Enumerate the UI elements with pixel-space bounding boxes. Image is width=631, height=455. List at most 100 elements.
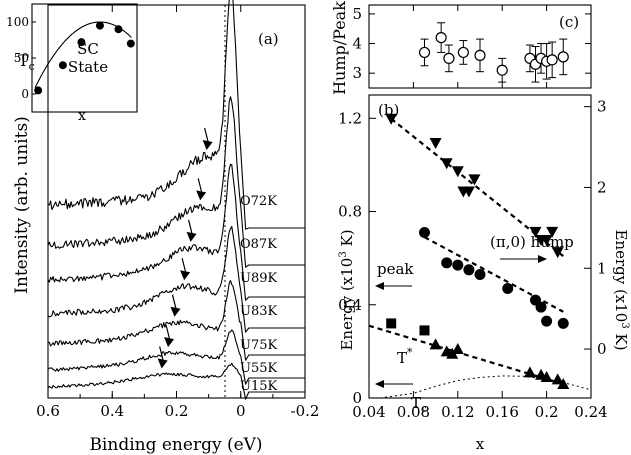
tstar-triangle-point	[557, 378, 570, 390]
peak-point	[474, 268, 486, 280]
tstar-square-point	[419, 325, 430, 336]
panel-c-points	[418, 22, 569, 83]
inset-yticks: 100 50 0	[6, 15, 36, 101]
tstar-triangle-point	[429, 338, 442, 350]
panel-b-ytick-left-label: 1.2	[338, 109, 362, 127]
panel-b-ticks: 0.04 0.08 0.12 0.16 0.2 0.24 0 0.4 0.8 1.2 0 1 2 3	[338, 98, 608, 421]
panel-c-ticks: 5 4 3	[352, 5, 591, 88]
panel-c-ytick-label: 5	[352, 5, 362, 23]
panel-b-xtick-label: 0.24	[574, 403, 607, 421]
inset-label-line1: SC	[77, 40, 99, 58]
inset-point	[95, 21, 104, 30]
spectrum-curve	[47, 225, 305, 333]
hump-arrow	[500, 255, 547, 263]
hump-point	[385, 113, 398, 125]
panel-b-ytick-right-label: 0	[597, 340, 607, 358]
hump-point	[429, 138, 442, 150]
peak-point	[441, 257, 453, 269]
panel-b-ylabel-right: Energy (x103 K)	[612, 229, 630, 350]
hump-peak-point	[457, 46, 469, 59]
panel-b: 0.04 0.08 0.12 0.16 0.2 0.24 0 0.4 0.8 1.2 0 1 2 3 (b…	[338, 94, 630, 453]
hump-peak-point	[418, 46, 431, 59]
panel-b-xlabel: x	[476, 435, 485, 453]
spectrum-curve	[47, 163, 305, 301]
tstar-triangle-point	[540, 371, 553, 383]
panel-b-xtick-label: 0.04	[352, 403, 385, 421]
peak-point	[419, 227, 430, 239]
panel-a-xtick-label: 0.6	[36, 402, 60, 420]
tstar-triangle-point	[451, 343, 464, 355]
panel-a: 0.6 0.4 0.2 0 -0.2 O72K O87K U89K U83K U75K U55K U…	[6, 0, 319, 455]
hump-point	[468, 174, 481, 186]
peak-point	[535, 301, 547, 313]
tc-annotation: Tc	[411, 394, 427, 415]
hump-peak-point	[496, 64, 508, 76]
hump-peak-point	[546, 54, 558, 66]
tstar-annotation: T*	[397, 346, 413, 367]
panel-a-spectra	[47, 0, 305, 400]
panel-a-xtick-label: -0.2	[291, 402, 320, 420]
hump-arrowhead	[186, 231, 197, 242]
inset-point	[77, 38, 86, 47]
spectrum-label: U15K	[240, 379, 277, 394]
hump-point	[529, 226, 542, 238]
panel-b-points	[385, 113, 570, 390]
spectrum-curve	[47, 0, 305, 230]
peak-annotation: peak	[377, 260, 414, 278]
spectrum-label: U75K	[240, 338, 277, 353]
inset-xlabel: x	[78, 108, 86, 124]
hump-point	[462, 186, 475, 198]
hump-arrowhead	[180, 270, 191, 281]
panel-a-xtick-label: 0.2	[165, 402, 189, 420]
inset-ytick-label: 100	[6, 15, 29, 29]
tstar-square-point	[386, 318, 397, 329]
inset-ytick-label: 0	[21, 87, 29, 101]
hump-peak-point	[443, 52, 455, 64]
peak-point	[557, 317, 569, 329]
spectrum-curve	[48, 280, 305, 361]
hump-point	[551, 247, 564, 259]
hump-arrowhead	[202, 140, 213, 150]
tstar-triangle-point	[523, 366, 536, 378]
panel-b-ytick-right-label: 1	[597, 259, 607, 277]
panel-b-ytick-left-label: 0.8	[338, 203, 362, 221]
hump-peak-point	[435, 32, 447, 44]
panel-b-label: (b)	[378, 101, 399, 119]
hump-arrowhead	[196, 190, 207, 201]
panel-b-ytick-right-label: 2	[597, 178, 607, 196]
panel-c-frame	[368, 4, 592, 89]
hump-point	[451, 166, 464, 178]
peak-point	[452, 259, 464, 271]
panel-c: 5 4 3 (c) Hump/Peak	[330, 1, 592, 95]
inset-ytick-label: 50	[14, 51, 29, 65]
spectrum-curve	[47, 362, 305, 400]
panel-a-xtick-label: 0.4	[100, 402, 124, 420]
spectrum-label: O87K	[240, 237, 277, 252]
fit-line	[368, 324, 564, 386]
inset-dome-curve	[34, 21, 132, 88]
hump-peak-point	[474, 49, 486, 61]
hump-annotation: (π,0) hump	[490, 233, 574, 251]
inset-point	[34, 86, 43, 95]
tstar-triangle-point	[551, 373, 564, 385]
panel-a-xticks: 0.6 0.4 0.2 0 -0.2	[36, 5, 319, 420]
spectrum-label: O72K	[240, 194, 277, 209]
peak-arrow	[375, 282, 412, 290]
panel-b-xtick-label: 0.16	[485, 403, 518, 421]
hump-point	[546, 226, 559, 238]
panel-b-ytick-right-label: 3	[597, 98, 607, 116]
panel-b-ylabel-left: Energy (x103 K)	[338, 229, 356, 350]
panel-b-ytick-left-label: 0.4	[338, 296, 362, 314]
panel-a-spectrum-labels: O72K O87K U89K U83K U75K U55K U15K	[240, 194, 277, 394]
panel-a-xlabel: Binding energy (eV)	[89, 435, 262, 455]
spectrum-curve	[47, 329, 305, 385]
inset-point	[114, 25, 123, 34]
peak-point	[502, 282, 514, 294]
tstar-arrow	[375, 380, 413, 388]
inset-points	[34, 21, 135, 95]
hump-arrowhead	[170, 306, 181, 317]
hump-arrowhead	[164, 337, 175, 348]
hump-point	[440, 158, 453, 170]
panel-a-xtick-label: 0	[236, 402, 246, 420]
